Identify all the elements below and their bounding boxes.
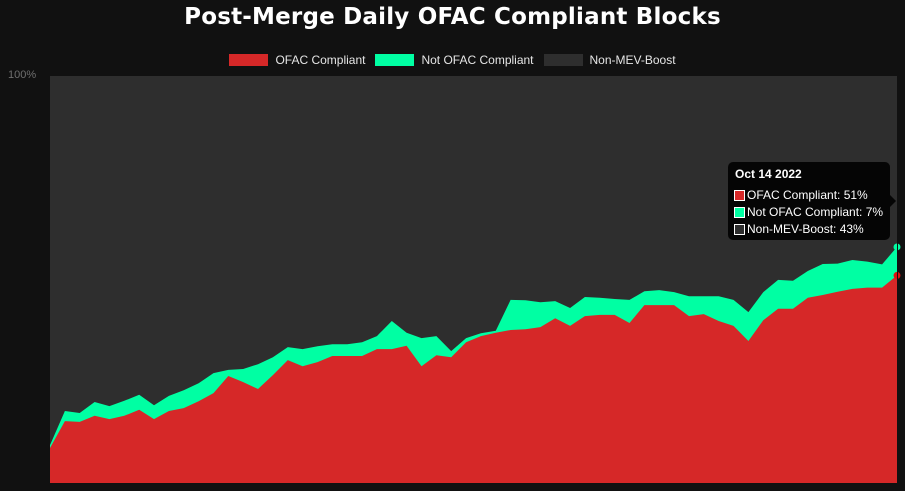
tooltip-text: Non-MEV-Boost: 43% <box>747 222 864 236</box>
tooltip-text: OFAC Compliant: 51% <box>747 188 868 202</box>
legend-swatch-non-mev-boost <box>543 54 583 66</box>
legend-item-ofac-compliant[interactable]: OFAC Compliant <box>229 53 365 67</box>
legend-swatch-not-ofac-compliant <box>375 54 415 66</box>
legend-label: Non-MEV-Boost <box>589 53 676 67</box>
ofac-compliant-area <box>50 275 897 483</box>
tooltip-date: Oct 14 2022 <box>735 167 802 181</box>
tooltip-swatch <box>734 206 745 218</box>
tooltip-text: Not OFAC Compliant: 7% <box>747 205 884 219</box>
y-axis-top-label: 100% <box>8 69 37 81</box>
tooltip: Oct 14 2022 OFAC Compliant: 51% Not OFAC… <box>728 162 896 240</box>
legend-swatch-ofac-compliant <box>229 54 269 66</box>
tooltip-row-ofac: OFAC Compliant: 51% <box>734 188 868 202</box>
tooltip-caret <box>890 195 896 207</box>
legend-item-not-ofac-compliant[interactable]: Not OFAC Compliant <box>375 53 534 67</box>
tooltip-swatch <box>734 189 745 201</box>
tooltip-row-non-mev: Non-MEV-Boost: 43% <box>734 222 864 236</box>
legend-item-non-mev-boost[interactable]: Non-MEV-Boost <box>543 53 676 67</box>
chart-legend: OFAC Compliant Not OFAC Compliant Non-ME… <box>0 53 905 67</box>
tooltip-row-not-ofac: Not OFAC Compliant: 7% <box>734 205 883 219</box>
chart-title: Post-Merge Daily OFAC Compliant Blocks <box>184 4 721 30</box>
legend-label: OFAC Compliant <box>275 53 366 67</box>
tooltip-swatch <box>734 223 745 235</box>
legend-label: Not OFAC Compliant <box>421 53 534 67</box>
